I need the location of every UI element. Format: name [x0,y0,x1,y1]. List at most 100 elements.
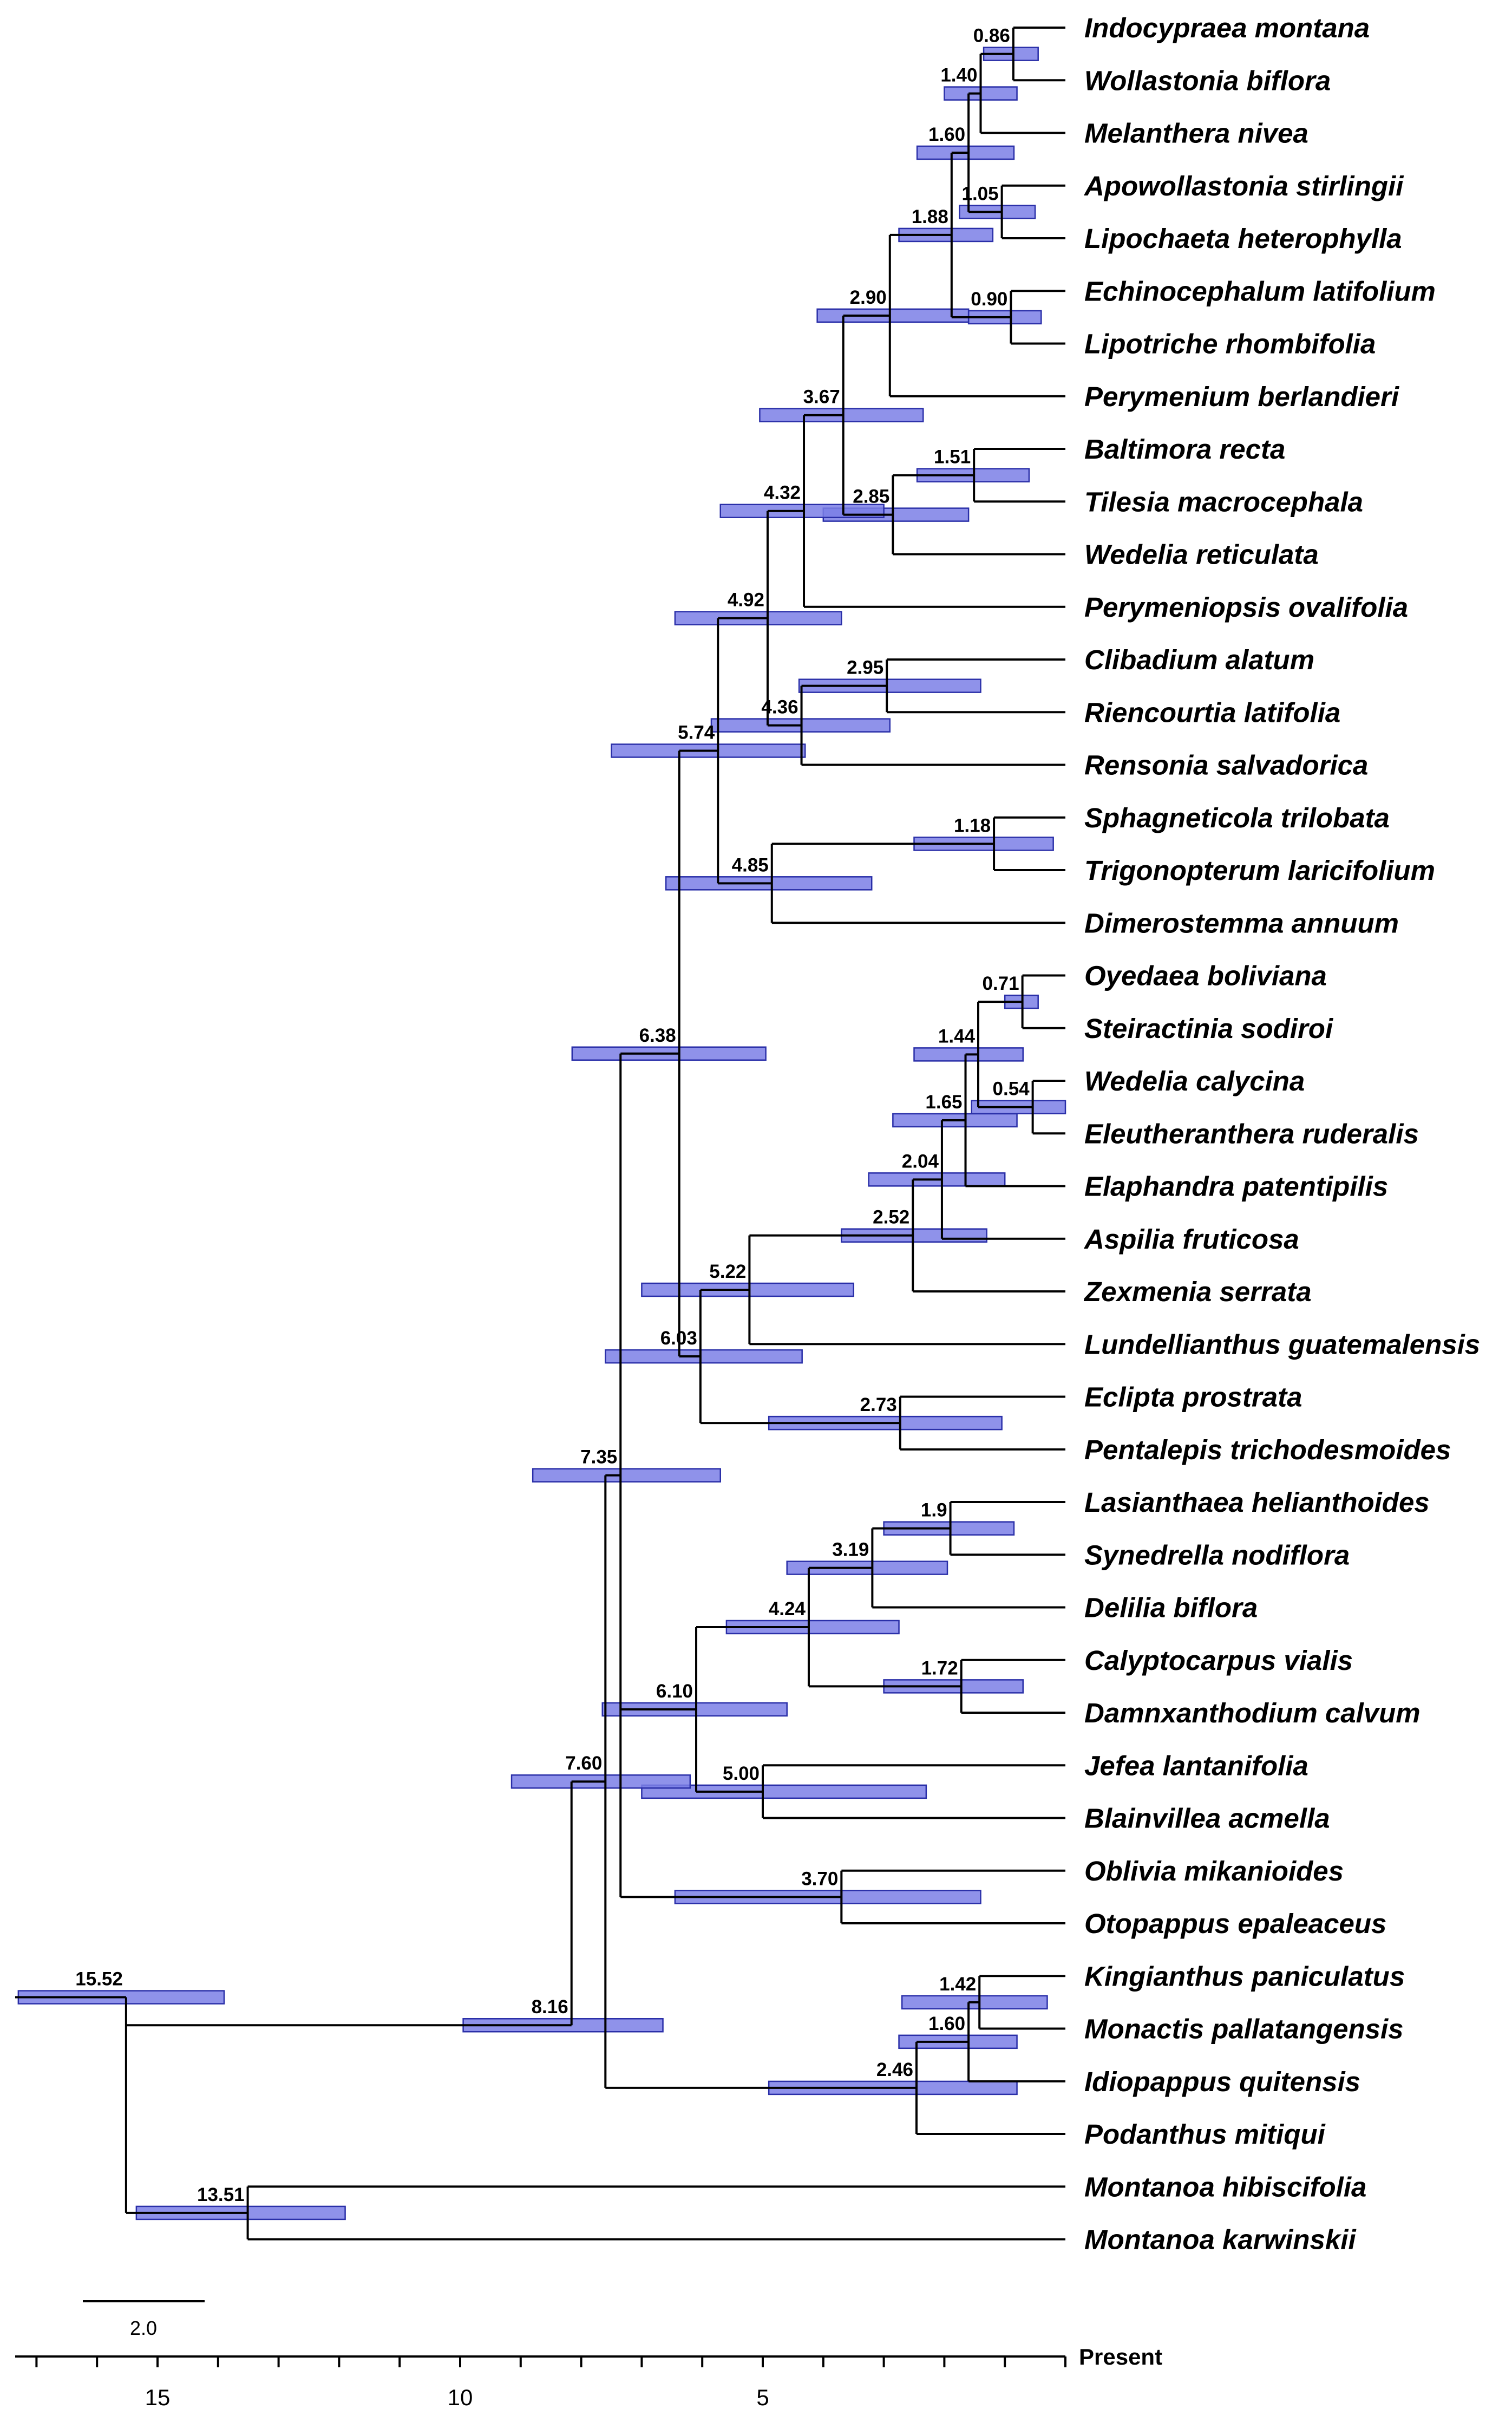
taxon-label: Baltimora recta [1084,434,1285,465]
taxon-label: Otopappus epaleaceus [1084,1908,1386,1939]
node-age-label: 0.86 [973,25,1010,47]
node-age-label: 13.51 [197,2184,245,2205]
node-age-label: 4.24 [769,1598,806,1620]
scale-bar: 2.0 [83,2300,205,2339]
taxon-label: Calyptocarpus vialis [1084,1645,1353,1676]
node-age-label: 6.10 [656,1681,693,1702]
taxon-label: Pentalepis trichodesmoides [1084,1434,1451,1465]
taxon-label: Zexmenia serrata [1083,1276,1312,1307]
taxon-labels: Indocypraea montana Wollastonia biflora Me… [1083,12,1480,2255]
taxon-label: Lipotriche rhombifolia [1084,329,1376,360]
node-confidence-bar [816,308,970,323]
node-age-label: 3.67 [803,387,840,408]
branches [15,27,1065,2241]
taxon-label: Lundellianthus guatemalensis [1084,1329,1480,1360]
taxon-label: Dimerostemma annuum [1084,908,1399,938]
node-age-label: 8.16 [532,1996,568,2018]
axis-tick-label: 5 [756,2385,769,2410]
node-age-label: 15.52 [75,1969,123,1990]
node-age-label: 5.00 [723,1763,760,1784]
axis-tick-label: 10 [448,2385,473,2410]
time-axis: Present 15 10 5 [15,2344,1162,2410]
taxon-label: Damnxanthodium calvum [1084,1698,1421,1728]
taxon-label: Lipochaeta heterophylla [1084,223,1402,254]
node-age-label: 0.54 [993,1079,1030,1100]
node-age-label: 3.70 [801,1868,838,1889]
node-age-label: 1.40 [940,65,977,86]
taxon-label: Idiopappus quitensis [1084,2066,1360,2097]
taxon-label: Wedelia reticulata [1084,539,1319,570]
taxon-label: Eleutheranthera ruderalis [1084,1118,1419,1149]
node-age-label: 1.44 [938,1026,976,1047]
taxon-label: Elaphandra patentipilis [1084,1171,1388,1202]
axis-tick-label: 15 [145,2385,171,2410]
taxon-label: Synedrella nodiflora [1084,1539,1350,1570]
taxon-label: Apowollastonia stirlingii [1083,171,1404,201]
taxon-label: Perymeniopsis ovalifolia [1084,592,1408,623]
taxon-label: Wollastonia biflora [1084,65,1331,96]
taxon-label: Echinocephalum latifolium [1084,276,1436,306]
node-age-label: 0.90 [971,289,1007,310]
taxon-label: Aspilia fruticosa [1083,1224,1299,1255]
node-age-label: 4.85 [732,854,769,876]
taxon-label: Blainvillea acmella [1084,1803,1330,1834]
node-age-label: 2.90 [850,287,887,308]
taxon-label: Oyedaea boliviana [1084,961,1327,991]
taxon-label: Clibadium alatum [1084,644,1314,675]
node-age-label: 1.88 [912,206,948,227]
taxon-label: Trigonopterum laricifolium [1084,855,1435,886]
taxon-label: Perymenium berlandieri [1084,381,1400,412]
node-age-label: 6.03 [660,1328,697,1349]
node-age-labels: 0.86 1.40 1.05 1.60 0.90 1.88 2.90 1.51 2.85 3.67… [75,25,1030,2205]
taxon-label: Jefea lantanifolia [1084,1750,1308,1781]
node-age-label: 2.85 [853,486,889,507]
taxon-label: Montanoa hibiscifolia [1084,2171,1366,2202]
node-age-label: 2.04 [902,1151,939,1172]
node-confidence-bar [605,1349,803,1364]
taxon-label: Podanthus mitiqui [1084,2119,1326,2150]
node-age-label: 2.52 [873,1207,909,1228]
taxon-label: Kingianthus paniculatus [1084,1961,1405,1992]
node-age-label: 2.73 [860,1394,897,1415]
node-age-label: 0.71 [982,973,1019,994]
taxon-label: Monactis pallatangensis [1084,2014,1404,2045]
node-age-label: 6.38 [639,1025,676,1046]
confidence-bars [17,47,1066,2221]
node-age-label: 4.36 [761,697,798,718]
taxon-label: Riencourtia latifolia [1084,697,1340,728]
taxon-label: Indocypraea montana [1084,12,1370,43]
taxon-label: Sphagneticola trilobata [1084,802,1390,833]
node-age-label: 1.42 [939,1974,976,1995]
node-age-label: 3.19 [832,1539,869,1561]
taxon-label: Oblivia mikanioides [1084,1856,1344,1886]
node-age-label: 5.74 [678,722,715,743]
node-age-label: 1.72 [921,1657,958,1679]
node-age-label: 4.32 [764,482,801,504]
node-confidence-bar [532,1468,721,1483]
node-age-label: 7.60 [565,1753,602,1774]
node-age-label: 1.18 [954,815,991,836]
taxon-label: Melanthera nivea [1084,118,1308,149]
node-age-label: 5.22 [709,1261,746,1282]
taxon-label: Eclipta prostrata [1084,1382,1302,1413]
taxon-label: Tilesia macrocephala [1084,486,1363,517]
node-age-label: 1.60 [928,2013,965,2034]
node-age-label: 1.60 [928,124,965,145]
node-confidence-bar [665,876,873,891]
taxon-label: Lasianthaea helianthoides [1084,1487,1430,1518]
node-age-label: 7.35 [580,1447,617,1468]
node-age-label: 4.92 [728,590,764,611]
taxon-label: Wedelia calycina [1084,1066,1305,1096]
node-age-label: 2.46 [876,2059,913,2080]
taxon-label: Delilia biflora [1084,1592,1258,1623]
node-age-label: 1.51 [934,447,971,468]
scale-bar-label: 2.0 [130,2317,157,2339]
node-age-label: 1.65 [925,1092,962,1113]
node-age-label: 1.9 [921,1500,947,1521]
taxon-label: Steiractinia sodiroi [1084,1013,1334,1044]
node-age-label: 1.05 [961,183,998,204]
taxon-label: Rensonia salvadorica [1084,750,1368,781]
node-confidence-bar [571,1046,767,1061]
taxon-label: Montanoa karwinskii [1084,2224,1357,2255]
